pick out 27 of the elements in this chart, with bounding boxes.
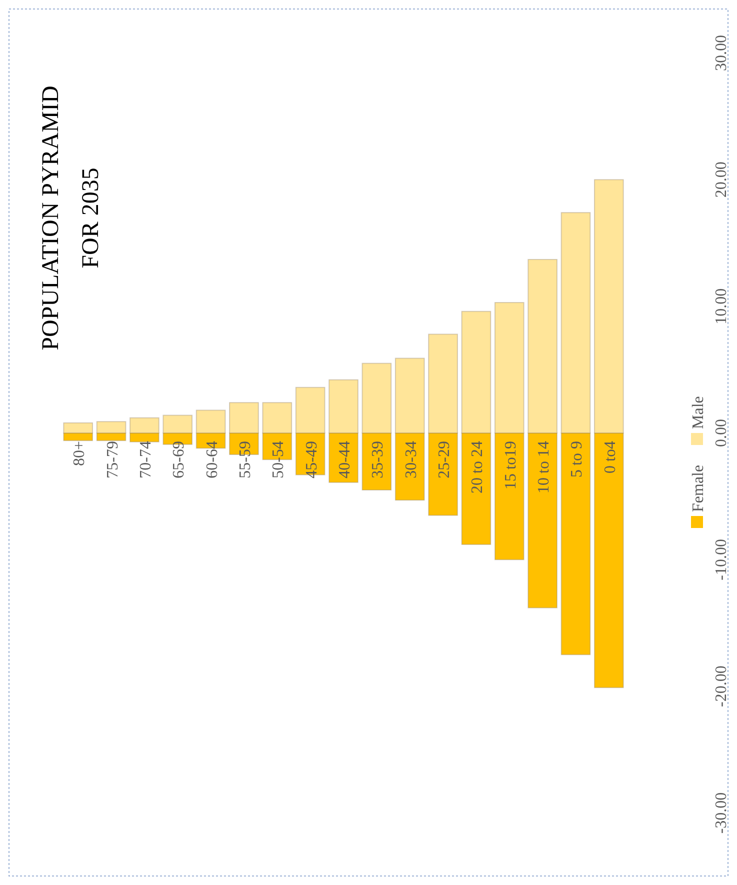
x-tick-label: 80+ [71, 441, 88, 466]
x-tick-label: 25-29 [436, 441, 454, 478]
x-tick-label: 65-69 [170, 441, 188, 478]
text: POPULATION PYRAMID FOR 2035 [38, 86, 104, 350]
y-tick-label: 20.00 [713, 162, 730, 198]
x-tick-label: 30-34 [402, 441, 420, 478]
x-tick-label: 70-74 [137, 441, 154, 478]
y-tick-label: 10.00 [713, 288, 730, 324]
x-tick-label: 45-49 [303, 441, 320, 478]
y-tick-label: 30.00 [713, 35, 730, 71]
x-tick-label: 55-59 [236, 441, 254, 478]
x-tick-label: 35-39 [370, 441, 387, 478]
x-tick-label: 75-79 [104, 441, 122, 478]
x-tick-label: 50-54 [270, 441, 288, 478]
x-tick-label: 15 to19 [502, 441, 520, 490]
x-tick-label: 60-64 [204, 441, 221, 478]
y-tick-label: -20.00 [713, 666, 730, 707]
text: Female [690, 464, 707, 512]
x-tick-label: 5 to 9 [568, 441, 586, 478]
y-tick-label: 0.00 [713, 419, 730, 447]
y-tick-label: -30.00 [713, 792, 730, 834]
x-tick-label: 20 to 24 [469, 441, 486, 494]
y-tick-label: -10.00 [713, 539, 730, 580]
x-tick-label: 40-44 [336, 441, 354, 478]
x-tick-label: 10 to 14 [536, 441, 553, 494]
text: Male [690, 396, 707, 429]
x-tick-label: 0 to4 [602, 441, 619, 474]
